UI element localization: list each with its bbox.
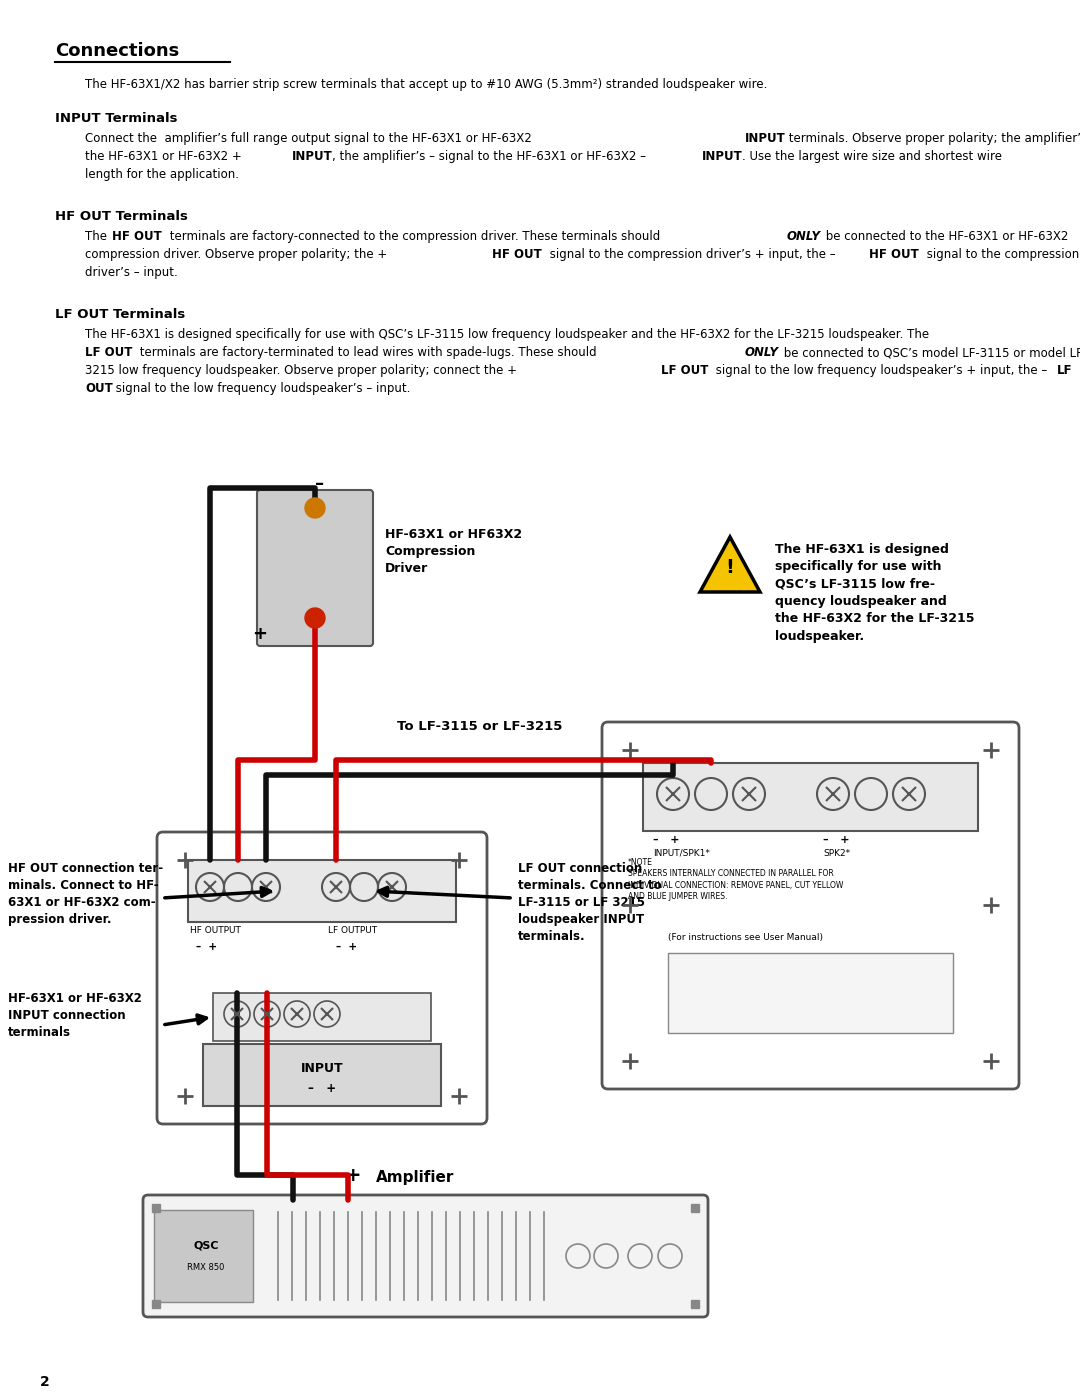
Text: HF OUT: HF OUT <box>112 231 162 243</box>
Text: length for the application.: length for the application. <box>85 168 239 182</box>
FancyBboxPatch shape <box>157 833 487 1125</box>
Text: HF OUT: HF OUT <box>869 249 919 261</box>
Text: –   +: – + <box>308 1081 336 1094</box>
Text: The HF-63X1 is designed specifically for use with QSC’s LF-3115 low frequency lo: The HF-63X1 is designed specifically for… <box>85 328 929 341</box>
Text: –   +: – + <box>653 835 679 845</box>
Text: 3215 low frequency loudspeaker. Observe proper polarity; connect the +: 3215 low frequency loudspeaker. Observe … <box>85 365 521 377</box>
Circle shape <box>305 608 325 629</box>
FancyBboxPatch shape <box>143 1194 708 1317</box>
Text: –: – <box>315 475 325 493</box>
Text: HF OUT connection ter-
minals. Connect to HF-
63X1 or HF-63X2 com-
pression driv: HF OUT connection ter- minals. Connect t… <box>8 862 163 926</box>
Text: LF OUT: LF OUT <box>661 365 708 377</box>
Text: –  +: – + <box>336 942 357 951</box>
Text: !: ! <box>726 557 734 577</box>
Polygon shape <box>700 536 760 592</box>
FancyBboxPatch shape <box>154 1210 253 1302</box>
Text: terminals are factory-terminated to lead wires with spade-lugs. These should: terminals are factory-terminated to lead… <box>136 346 600 359</box>
Text: signal to the compression: signal to the compression <box>923 249 1079 261</box>
Text: Connections: Connections <box>55 42 179 60</box>
Text: +: + <box>345 1166 361 1185</box>
Text: +: + <box>253 624 268 643</box>
Text: LF: LF <box>1057 365 1072 377</box>
Text: Amplifier: Amplifier <box>376 1171 455 1185</box>
Text: ONLY: ONLY <box>745 346 779 359</box>
Text: The HF-63X1/X2 has barrier strip screw terminals that accept up to #10 AWG (5.3m: The HF-63X1/X2 has barrier strip screw t… <box>85 78 768 91</box>
Text: terminals. Observe proper polarity; the amplifier’s + signal to: terminals. Observe proper polarity; the … <box>785 131 1080 145</box>
Text: LF OUT Terminals: LF OUT Terminals <box>55 307 186 321</box>
Text: RMX 850: RMX 850 <box>187 1263 225 1273</box>
Text: , the amplifier’s – signal to the HF-63X1 or HF-63X2 –: , the amplifier’s – signal to the HF-63X… <box>332 149 650 163</box>
Text: signal to the low frequency loudspeaker’s – input.: signal to the low frequency loudspeaker’… <box>112 381 410 395</box>
Text: The HF-63X1 is designed
specifically for use with
QSC’s LF-3115 low fre-
quency : The HF-63X1 is designed specifically for… <box>775 542 974 643</box>
Text: *NOTE
SPEAKERS INTERNALLY CONNECTED IN PARALLEL FOR
INDIVIDUAL CONNECTION: REMOV: *NOTE SPEAKERS INTERNALLY CONNECTED IN P… <box>627 858 843 901</box>
Text: HF OUT Terminals: HF OUT Terminals <box>55 210 188 224</box>
Text: Connect the  amplifier’s full range output signal to the HF-63X1 or HF-63X2: Connect the amplifier’s full range outpu… <box>85 131 536 145</box>
Text: INPUT: INPUT <box>745 131 786 145</box>
Circle shape <box>305 497 325 518</box>
FancyBboxPatch shape <box>602 722 1020 1090</box>
Text: LF OUT: LF OUT <box>85 346 133 359</box>
FancyBboxPatch shape <box>643 763 978 831</box>
FancyBboxPatch shape <box>188 861 456 922</box>
Text: To LF-3115 or LF-3215: To LF-3115 or LF-3215 <box>397 719 563 733</box>
Text: INPUT/SPK1*: INPUT/SPK1* <box>653 849 710 858</box>
Text: be connected to QSC’s model LF-3115 or model LF-: be connected to QSC’s model LF-3115 or m… <box>780 346 1080 359</box>
Text: INPUT: INPUT <box>702 149 743 163</box>
Text: –: – <box>280 1166 289 1185</box>
Text: 2: 2 <box>40 1375 50 1389</box>
Text: INPUT: INPUT <box>292 149 333 163</box>
Text: HF-63X1 or HF63X2
Compression
Driver: HF-63X1 or HF63X2 Compression Driver <box>384 528 522 576</box>
Text: HF-63X1 or HF-63X2
INPUT connection
terminals: HF-63X1 or HF-63X2 INPUT connection term… <box>8 992 141 1039</box>
Text: (For instructions see User Manual): (For instructions see User Manual) <box>669 933 823 942</box>
Text: –   +: – + <box>823 835 850 845</box>
Text: signal to the low frequency loudspeaker’s + input, the –: signal to the low frequency loudspeaker’… <box>712 365 1051 377</box>
Text: The: The <box>85 231 111 243</box>
Text: signal to the compression driver’s + input, the –: signal to the compression driver’s + inp… <box>546 249 839 261</box>
Text: HF OUT: HF OUT <box>492 249 542 261</box>
FancyBboxPatch shape <box>213 993 431 1041</box>
Text: INPUT Terminals: INPUT Terminals <box>55 112 177 124</box>
Text: HF OUTPUT: HF OUTPUT <box>190 926 241 935</box>
Text: LF OUT connection
terminals. Connect to
LF-3115 or LF 3215
loudspeaker INPUT
ter: LF OUT connection terminals. Connect to … <box>518 862 662 943</box>
FancyBboxPatch shape <box>257 490 373 645</box>
Text: –  +: – + <box>195 942 217 951</box>
Text: SPK2*: SPK2* <box>823 849 850 858</box>
Text: QSC: QSC <box>193 1241 219 1250</box>
Text: . Use the largest wire size and shortest wire: . Use the largest wire size and shortest… <box>742 149 1002 163</box>
Text: ONLY: ONLY <box>787 231 821 243</box>
FancyBboxPatch shape <box>203 1044 441 1106</box>
Text: driver’s – input.: driver’s – input. <box>85 265 178 279</box>
Text: be connected to the HF-63X1 or HF-63X2: be connected to the HF-63X1 or HF-63X2 <box>822 231 1068 243</box>
Text: the HF-63X1 or HF-63X2 +: the HF-63X1 or HF-63X2 + <box>85 149 245 163</box>
Text: terminals are factory-connected to the compression driver. These terminals shoul: terminals are factory-connected to the c… <box>166 231 664 243</box>
Text: OUT: OUT <box>85 381 112 395</box>
Text: LF OUTPUT: LF OUTPUT <box>328 926 377 935</box>
FancyBboxPatch shape <box>669 953 953 1032</box>
Text: compression driver. Observe proper polarity; the +: compression driver. Observe proper polar… <box>85 249 391 261</box>
Text: INPUT: INPUT <box>300 1062 343 1074</box>
